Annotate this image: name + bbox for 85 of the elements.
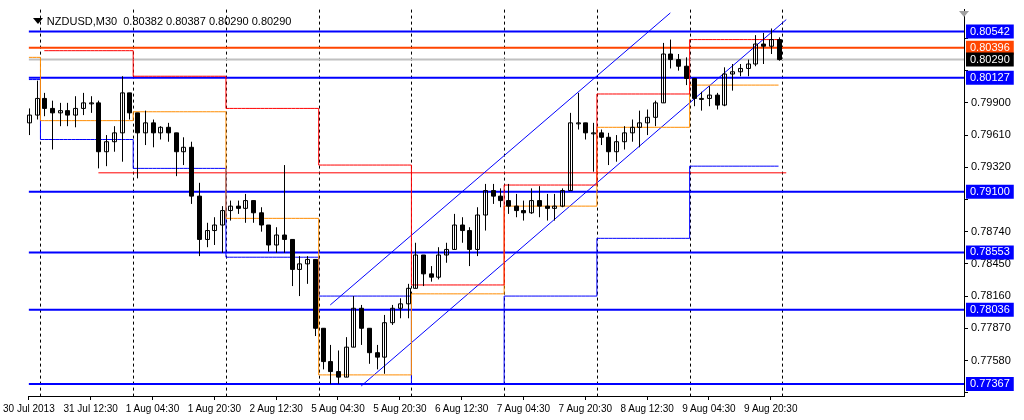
y-tick-label: 0.78740: [971, 224, 1011, 237]
y-tick-label: 0.78160: [971, 289, 1011, 302]
x-tick-label: 9 Aug 20:30: [744, 402, 798, 414]
candlestick: [274, 226, 279, 254]
candlestick: [645, 109, 650, 136]
candlestick: [243, 193, 248, 224]
x-tick-label: 8 Aug 12:30: [620, 402, 675, 414]
ref-line-label: 0.78036: [970, 302, 1010, 315]
candlestick: [436, 246, 441, 280]
candlestick: [35, 80, 40, 121]
candlestick: [730, 63, 735, 92]
candlestick: [483, 183, 488, 232]
y-tick-label: 0.78450: [971, 256, 1011, 269]
candlestick: [65, 102, 70, 127]
y-tick-label: 0.79320: [971, 160, 1011, 173]
ref-line-label: 0.78553: [970, 245, 1010, 258]
candlestick: [27, 107, 32, 136]
candlestick: [158, 125, 163, 141]
x-tick-label: 30 Jul 2013: [3, 402, 56, 414]
candlestick: [630, 119, 635, 143]
candlestick: [58, 102, 63, 127]
candlestick: [475, 206, 480, 257]
candlestick: [382, 314, 387, 375]
ref-line-label: 0.80290: [970, 52, 1010, 65]
candlestick: [560, 187, 565, 208]
text: NZDUSD,M30 0.80382 0.80387 0.80290 0.80290: [46, 14, 292, 27]
candlestick: [707, 85, 712, 107]
ref-line-label: 0.79100: [970, 184, 1010, 197]
candlestick: [491, 183, 496, 205]
y-tick-label: 0.77870: [971, 321, 1011, 334]
candlestick: [653, 100, 658, 127]
candlestick: [212, 216, 217, 246]
ref-line-label: 0.80542: [970, 24, 1010, 37]
candlestick: [467, 226, 472, 267]
candlestick: [699, 91, 704, 112]
candlestick: [591, 122, 596, 173]
candlestick: [120, 75, 125, 163]
candlestick: [390, 304, 395, 326]
candlestick: [81, 92, 86, 116]
candlestick: [529, 187, 534, 215]
ref-line-label: 0.77367: [970, 377, 1010, 390]
x-tick-label: 5 Aug 20:30: [373, 402, 427, 414]
candlestick: [452, 213, 457, 250]
y-tick-label: 0.79900: [971, 95, 1011, 108]
x-tick-label: 7 Aug 20:30: [558, 402, 613, 414]
candlestick: [398, 297, 403, 319]
candlestick: [205, 222, 210, 248]
candlestick: [104, 134, 109, 167]
candlestick: [143, 110, 148, 146]
candlestick: [552, 193, 557, 222]
candlestick: [220, 205, 225, 254]
ref-line-label: 0.80127: [970, 70, 1010, 83]
candlestick: [568, 112, 573, 192]
candlestick: [622, 125, 627, 150]
candlestick: [351, 295, 356, 348]
candlestick: [537, 185, 542, 218]
candlestick: [73, 95, 78, 128]
candlestick: [228, 200, 233, 222]
candlestick: [637, 110, 642, 148]
candlestick: [112, 125, 117, 153]
candlestick: [181, 136, 186, 166]
candlestick: [722, 66, 727, 107]
candlestick: [336, 349, 341, 385]
candlestick: [769, 27, 774, 55]
candlestick: [506, 183, 511, 215]
candlestick: [444, 242, 449, 264]
ref-line-label: 0.80396: [970, 40, 1010, 53]
x-tick-label: 5 Aug 04:30: [311, 402, 366, 414]
x-tick-label: 1 Aug 20:30: [187, 402, 242, 414]
x-tick-label: 1 Aug 04:30: [125, 402, 180, 414]
candlestick: [661, 42, 666, 104]
candlestick: [576, 92, 581, 131]
candlestick: [753, 34, 758, 67]
candlestick: [344, 336, 349, 378]
x-tick-label: 31 Jul 12:30: [63, 402, 119, 414]
candlestick: [305, 255, 310, 285]
x-tick-label: 6 Aug 12:30: [434, 402, 489, 414]
y-tick-label: 0.79610: [971, 128, 1011, 141]
x-tick-label: 7 Aug 04:30: [496, 402, 551, 414]
x-tick-label: 9 Aug 04:30: [682, 402, 737, 414]
y-tick-label: 0.77580: [971, 353, 1011, 366]
candlestick: [375, 344, 380, 370]
candlestick: [614, 134, 619, 163]
x-tick-label: 2 Aug 12:30: [249, 402, 304, 414]
candlestick: [297, 255, 302, 297]
